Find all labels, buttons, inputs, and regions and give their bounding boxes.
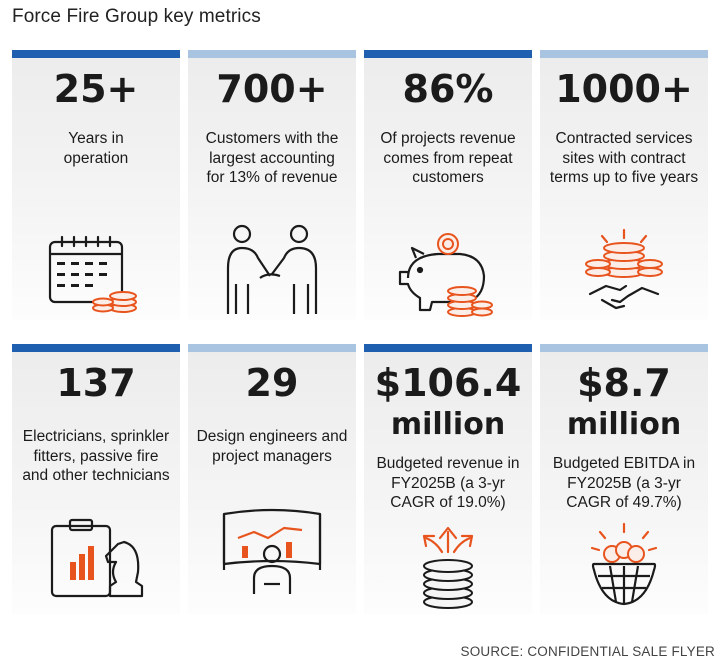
coins-handshake-icon [585, 228, 663, 310]
card-accent-bar [188, 344, 356, 352]
metric-description: Years in operation [63, 130, 129, 167]
metric-description: Contracted services sites with contract … [549, 130, 699, 186]
card-accent-bar [364, 344, 532, 352]
chess-knight-clipboard-icon [50, 518, 144, 598]
page-title: Force Fire Group key metrics [12, 6, 261, 27]
metric-value-line1: $8.7 [577, 361, 671, 405]
money-basket-icon [590, 522, 658, 606]
metric-value-line2: million [566, 407, 682, 442]
metric-value-line2: million [390, 407, 506, 442]
metric-card-years: 25+ Years in operation [12, 50, 180, 320]
metric-value: 29 [245, 361, 299, 405]
metric-description: Customers with the largest accounting fo… [205, 130, 339, 186]
handshake-people-icon [226, 224, 318, 314]
card-accent-bar [188, 50, 356, 58]
card-accent-bar [540, 50, 708, 58]
metric-description: Budgeted revenue in FY2025B (a 3-yr CAGR… [376, 455, 520, 511]
piggy-bank-icon [398, 233, 493, 317]
card-accent-bar [364, 50, 532, 58]
metric-value: 137 [56, 361, 136, 405]
metric-value-line1: $106.4 [374, 361, 522, 405]
metric-value: 1000+ [555, 67, 693, 111]
presenter-screen-icon [222, 508, 322, 594]
metric-card-sites: 1000+ Contracted services sites with con… [540, 50, 708, 320]
metric-description: Design engineers and project managers [196, 428, 348, 465]
metric-card-repeat-revenue: 86% Of projects revenue comes from repea… [364, 50, 532, 320]
metric-card-ebitda: $8.7 million Budgeted EBITDA in FY2025B … [540, 344, 708, 614]
metric-value: 700+ [216, 67, 328, 111]
metric-value: 86% [402, 67, 494, 111]
metric-description: Budgeted EBITDA in FY2025B (a 3-yr CAGR … [552, 455, 696, 511]
metric-description: Of projects revenue comes from repeat cu… [380, 130, 516, 186]
metric-card-engineers: 29 Design engineers and project managers [188, 344, 356, 614]
calendar-coins-icon [48, 235, 137, 313]
source-note: SOURCE: CONFIDENTIAL SALE FLYER [460, 644, 715, 659]
metric-card-customers: 700+ Customers with the largest accounti… [188, 50, 356, 320]
card-accent-bar [12, 344, 180, 352]
card-accent-bar [12, 50, 180, 58]
metric-card-revenue: $106.4 million Budgeted revenue in FY202… [364, 344, 532, 614]
metric-description: Electricians, sprinkler fitters, passive… [22, 428, 170, 484]
metric-value: 25+ [53, 67, 139, 111]
coins-arrows-icon [422, 526, 474, 609]
card-accent-bar [540, 344, 708, 352]
metric-card-technicians: 137 Electricians, sprinkler fitters, pas… [12, 344, 180, 614]
